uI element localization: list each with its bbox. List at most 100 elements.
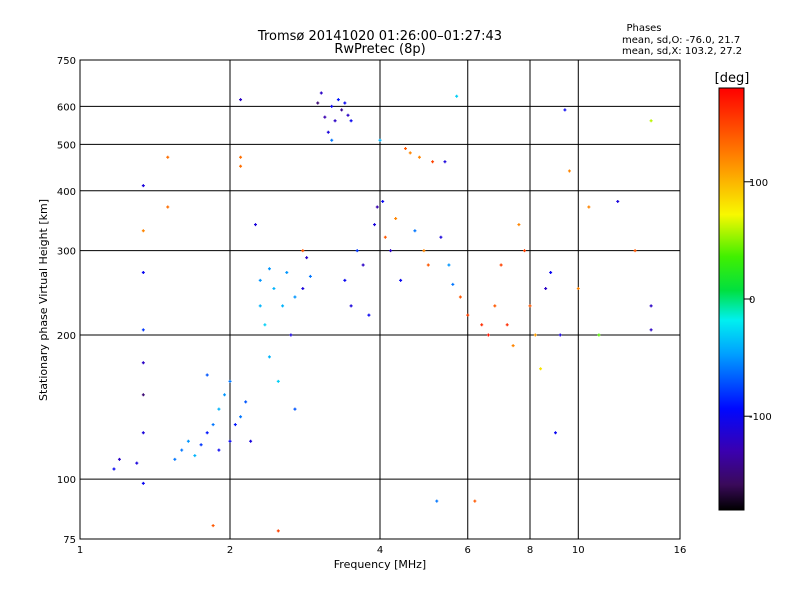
data-point [458, 295, 462, 299]
data-point [253, 223, 257, 227]
data-point [249, 439, 253, 443]
data-point [649, 304, 653, 308]
phases-o-stats: mean, sd,O: -76.0, 21.7 [622, 35, 740, 46]
data-point [272, 287, 276, 291]
data-point [228, 379, 232, 383]
data-point [558, 333, 562, 337]
colorbar-tick-label: -100 [749, 412, 772, 423]
data-point [112, 467, 116, 471]
data-point [330, 104, 334, 108]
data-point [308, 274, 312, 278]
data-point [493, 304, 497, 308]
data-point [141, 229, 145, 233]
data-point [141, 271, 145, 275]
data-point [258, 278, 262, 282]
data-point [141, 431, 145, 435]
data-point [117, 457, 121, 461]
data-point [263, 323, 267, 327]
x-axis-label: Frequency [MHz] [334, 558, 426, 571]
data-point [523, 249, 527, 253]
x-tick-label: 10 [572, 545, 585, 556]
colorbar-tick-label: 100 [749, 178, 768, 189]
data-point [553, 431, 557, 435]
data-point [205, 373, 209, 377]
data-point [408, 151, 412, 155]
data-points [112, 91, 653, 533]
data-point [533, 333, 537, 337]
data-point [403, 147, 407, 151]
data-point [186, 439, 190, 443]
data-point [281, 304, 285, 308]
data-point [511, 344, 515, 348]
data-point [141, 361, 145, 365]
data-point [276, 379, 280, 383]
data-point [355, 249, 359, 253]
data-point [267, 267, 271, 271]
data-point [289, 333, 293, 337]
data-point [443, 160, 447, 164]
data-point [330, 138, 334, 142]
data-point [413, 229, 417, 233]
data-point [193, 454, 197, 458]
data-point [211, 423, 215, 427]
colorbar-ticks: 100 0 -100 [744, 178, 772, 423]
data-point [480, 323, 484, 327]
data-point [587, 205, 591, 209]
data-point [389, 249, 393, 253]
data-point [563, 108, 567, 112]
data-point [422, 249, 426, 253]
y-tick-label: 100 [57, 475, 76, 486]
data-point [399, 278, 403, 282]
data-point [346, 113, 350, 117]
data-point [417, 155, 421, 159]
y-tick-label: 200 [57, 331, 76, 342]
data-point [447, 263, 451, 267]
data-point [141, 184, 145, 188]
y-tick-label: 750 [57, 56, 76, 67]
data-point [258, 304, 262, 308]
data-point [367, 313, 371, 317]
y-tick-label: 500 [57, 140, 76, 151]
data-point [576, 287, 580, 291]
data-point [378, 138, 382, 142]
data-point [544, 287, 548, 291]
chart-subtitle: RwPretec (8p) [334, 42, 425, 57]
x-tick-label: 2 [227, 545, 233, 556]
data-point [349, 119, 353, 123]
data-point [323, 115, 327, 119]
y-tick-label: 300 [57, 247, 76, 258]
data-point [633, 249, 637, 253]
data-point [505, 323, 509, 327]
grid-lines [80, 60, 680, 539]
data-point [649, 119, 653, 123]
colorbar-tick-label: 0 [749, 295, 755, 306]
y-tick-label: 600 [57, 102, 76, 113]
data-point [455, 94, 459, 98]
data-point [293, 295, 297, 299]
data-point [528, 304, 532, 308]
data-point [239, 98, 243, 102]
data-point [180, 448, 184, 452]
data-point [141, 393, 145, 397]
data-point [381, 199, 385, 203]
x-tick-label: 4 [377, 545, 383, 556]
data-point [228, 439, 232, 443]
data-point [239, 155, 243, 159]
data-point [439, 235, 443, 239]
x-tick-label: 1 [77, 545, 83, 556]
data-point [239, 164, 243, 168]
x-tick-label: 6 [465, 545, 471, 556]
data-point [549, 271, 553, 275]
plot-frame [79, 59, 681, 540]
data-point [486, 333, 490, 337]
data-point [301, 249, 305, 253]
data-point [319, 91, 323, 95]
data-point [141, 328, 145, 332]
data-point [373, 223, 377, 227]
data-point [466, 313, 470, 317]
data-point [499, 263, 503, 267]
data-point [616, 199, 620, 203]
data-point [217, 448, 221, 452]
